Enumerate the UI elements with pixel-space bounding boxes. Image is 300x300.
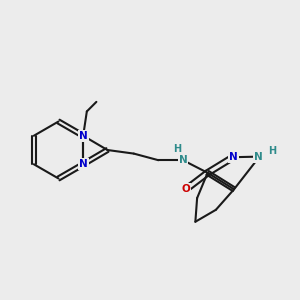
- Text: N: N: [178, 155, 188, 165]
- Text: N: N: [79, 131, 88, 141]
- Text: N: N: [254, 152, 262, 162]
- Text: O: O: [182, 184, 190, 194]
- Text: N: N: [79, 159, 88, 169]
- Text: N: N: [229, 152, 238, 162]
- Text: H: H: [173, 144, 182, 154]
- Text: H: H: [268, 146, 276, 156]
